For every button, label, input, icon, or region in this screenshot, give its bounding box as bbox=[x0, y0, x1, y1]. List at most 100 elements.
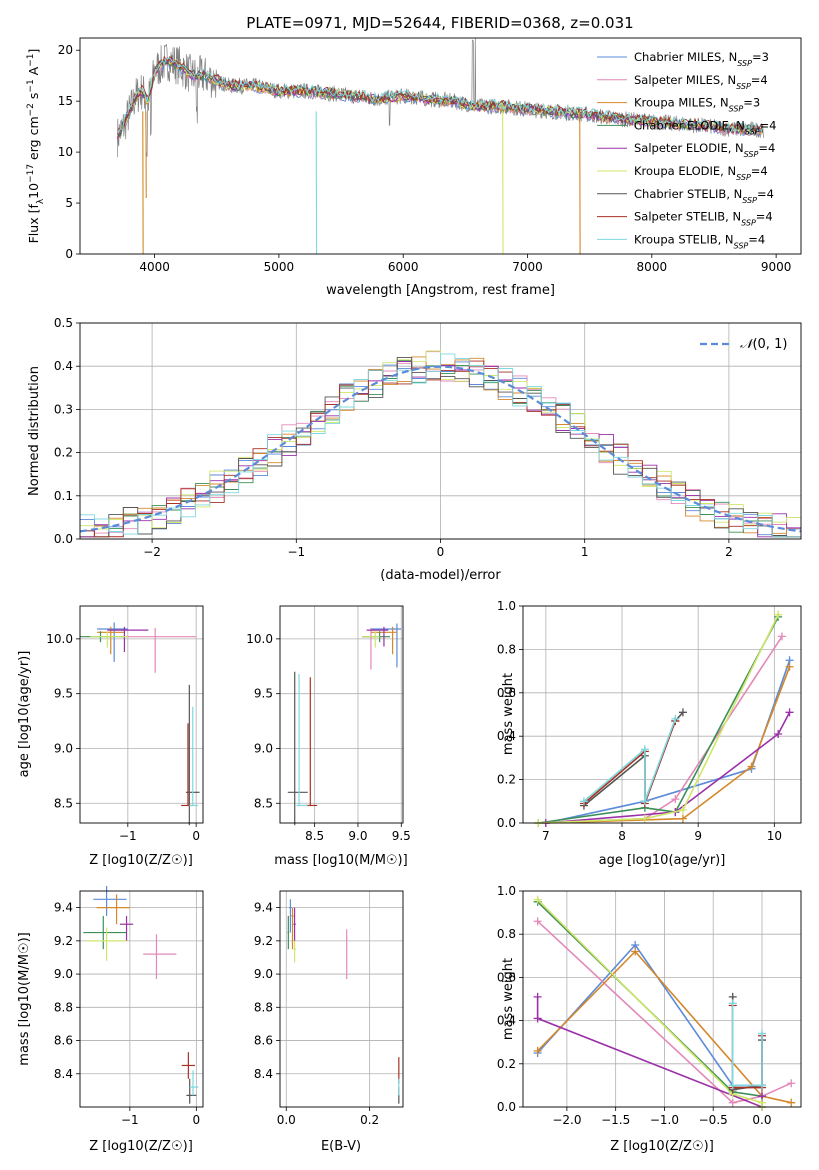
x-tick-label: 0.0 bbox=[752, 1113, 771, 1127]
mass-weight-marker bbox=[671, 795, 680, 804]
y-tick-label: 0.0 bbox=[497, 816, 516, 830]
mass-vs-extinction-frame bbox=[279, 890, 404, 1108]
mass-weight-marker bbox=[728, 999, 737, 1008]
x-tick-label: 5000 bbox=[264, 260, 295, 274]
y-axis-label: age [log10(age/yr)] bbox=[17, 651, 32, 778]
mass-weight-line bbox=[538, 616, 779, 824]
mass-weight-line bbox=[583, 718, 677, 802]
y-tick-label: 8.6 bbox=[54, 1034, 73, 1048]
mass-weight-marker bbox=[787, 1098, 796, 1107]
x-axis-label: Z [log10(Z/Z☉)] bbox=[89, 1139, 193, 1154]
model-spectrum-line bbox=[116, 57, 764, 133]
mass-weight-line bbox=[545, 711, 791, 824]
x-tick-label: 4000 bbox=[139, 260, 170, 274]
mass-weight-marker bbox=[774, 730, 783, 739]
y-tick-label: 0.5 bbox=[54, 316, 73, 330]
y-tick-label: 9.2 bbox=[54, 934, 73, 948]
y-axis-label: mass [log10(M/M☉)] bbox=[17, 932, 32, 1065]
mass-vs-extinction-axes bbox=[276, 891, 403, 1111]
x-tick-label: 2 bbox=[725, 545, 733, 559]
y-tick-label: 10.0 bbox=[46, 632, 73, 646]
spectrum-frame bbox=[79, 37, 802, 255]
x-tick-label: 6000 bbox=[388, 260, 419, 274]
mass-weight-vs-age-axes bbox=[519, 605, 801, 827]
residuals-axes bbox=[76, 322, 801, 543]
age-vs-metallicity-axes bbox=[76, 606, 203, 827]
mass-weight-marker bbox=[728, 1098, 737, 1107]
x-tick-label: 0 bbox=[192, 829, 200, 843]
y-tick-label: 1.0 bbox=[497, 599, 516, 613]
mass-weight-marker bbox=[579, 797, 588, 806]
mass-vs-metallicity-frame bbox=[79, 890, 204, 1108]
age-vs-metallicity-frame bbox=[79, 605, 204, 824]
x-tick-label: 0.2 bbox=[360, 1113, 379, 1127]
mass-weight-line bbox=[731, 996, 763, 1091]
mass-weight-marker bbox=[747, 762, 756, 771]
x-tick-label: 9 bbox=[694, 829, 702, 843]
legend-label: Kroupa MILES, NSSP=3 bbox=[634, 96, 760, 114]
mass-weight-marker bbox=[533, 895, 542, 904]
y-tick-label: 9.5 bbox=[54, 687, 73, 701]
mass-weight-marker bbox=[728, 1081, 737, 1090]
spectrum-axes bbox=[76, 49, 777, 258]
x-axis-label: age [log10(age/yr)] bbox=[599, 853, 726, 868]
residuals-frame bbox=[79, 322, 802, 540]
x-tick-label: 9.0 bbox=[348, 829, 367, 843]
x-tick-label: −1 bbox=[119, 829, 137, 843]
x-tick-label: −1 bbox=[287, 545, 305, 559]
y-axis-label: Normed distribution bbox=[27, 366, 42, 496]
legend-label: Kroupa ELODIE, NSSP=4 bbox=[634, 164, 768, 182]
figure-title: PLATE=0971, MJD=52644, FIBERID=0368, z=0… bbox=[246, 14, 633, 32]
y-tick-label: 15 bbox=[58, 94, 73, 108]
mass-weight-line bbox=[731, 1005, 763, 1089]
y-tick-label: 9.5 bbox=[254, 687, 273, 701]
x-tick-label: −1 bbox=[121, 1113, 139, 1127]
x-tick-label: 8000 bbox=[637, 260, 668, 274]
x-tick-label: −2 bbox=[143, 545, 161, 559]
mass-weight-marker bbox=[787, 1079, 796, 1088]
y-tick-label: 0.4 bbox=[497, 729, 516, 743]
y-tick-label: 9.0 bbox=[54, 967, 73, 981]
legend-label: Salpeter ELODIE, NSSP=4 bbox=[634, 141, 775, 159]
mass-weight-marker bbox=[678, 805, 687, 814]
x-axis-label: (data-model)/error bbox=[380, 568, 501, 583]
x-tick-label: 0.0 bbox=[277, 1113, 296, 1127]
x-tick-label: 8.5 bbox=[305, 829, 324, 843]
y-axis-label: mass weight bbox=[501, 673, 516, 755]
residual-histogram-step bbox=[80, 360, 801, 538]
y-tick-label: 0.4 bbox=[497, 1014, 516, 1028]
residual-histogram-step bbox=[80, 353, 801, 538]
legend-label: Salpeter MILES, NSSP=4 bbox=[634, 73, 768, 91]
mass-weight-line bbox=[545, 666, 791, 824]
mass-weight-marker bbox=[785, 662, 794, 671]
y-tick-label: 0.2 bbox=[497, 773, 516, 787]
legend-label: Chabrier ELODIE, NSSP=4 bbox=[634, 118, 776, 136]
mass-weight-marker bbox=[533, 1046, 542, 1055]
x-tick-label: 1 bbox=[581, 545, 589, 559]
y-tick-label: 9.2 bbox=[254, 934, 273, 948]
y-tick-label: 0.3 bbox=[54, 402, 73, 416]
y-tick-label: 10.0 bbox=[246, 632, 273, 646]
y-tick-label: 0.2 bbox=[497, 1057, 516, 1071]
mass-weight-marker bbox=[777, 632, 786, 641]
y-tick-label: 8.5 bbox=[254, 796, 273, 810]
mass-weight-marker bbox=[671, 714, 680, 723]
y-tick-label: 0.0 bbox=[54, 532, 73, 546]
y-tick-label: 0.4 bbox=[54, 359, 73, 373]
age-vs-mass-frame bbox=[279, 605, 404, 824]
y-tick-label: 0.0 bbox=[497, 1100, 516, 1114]
legend-label: 𝒩(0, 1) bbox=[740, 337, 787, 352]
y-tick-label: 0.6 bbox=[497, 686, 516, 700]
x-axis-label: E(B-V) bbox=[321, 1139, 361, 1154]
x-tick-label: −1.0 bbox=[650, 1113, 679, 1127]
y-tick-label: 10 bbox=[58, 145, 73, 159]
y-tick-label: 0.6 bbox=[497, 970, 516, 984]
x-tick-label: 7 bbox=[542, 829, 550, 843]
y-tick-label: 0.8 bbox=[497, 927, 516, 941]
x-tick-label: 9000 bbox=[761, 260, 792, 274]
legend-label: Chabrier STELIB, NSSP=4 bbox=[634, 187, 774, 205]
age-vs-mass-axes bbox=[276, 606, 403, 827]
mass-weight-marker bbox=[533, 1014, 542, 1023]
legend-label: Chabrier MILES, NSSP=3 bbox=[634, 50, 769, 68]
